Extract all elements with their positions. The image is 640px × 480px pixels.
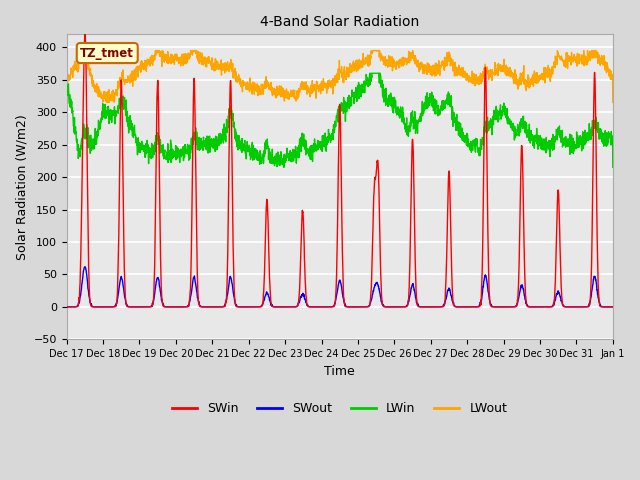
X-axis label: Time: Time <box>324 365 355 378</box>
Y-axis label: Solar Radiation (W/m2): Solar Radiation (W/m2) <box>15 114 28 260</box>
Title: 4-Band Solar Radiation: 4-Band Solar Radiation <box>260 15 419 29</box>
Text: TZ_tmet: TZ_tmet <box>80 47 134 60</box>
Legend: SWin, SWout, LWin, LWout: SWin, SWout, LWin, LWout <box>167 397 512 420</box>
